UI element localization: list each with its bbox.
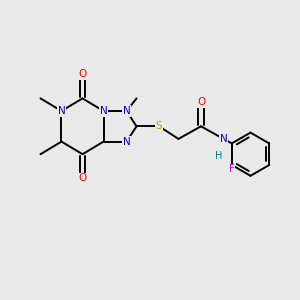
Text: H: H [215,151,222,161]
Text: N: N [220,134,227,144]
Text: N: N [123,106,130,116]
Text: O: O [78,173,87,183]
Text: S: S [156,121,162,131]
Text: O: O [78,69,87,80]
Text: N: N [123,136,130,147]
Text: O: O [197,97,205,107]
Text: N: N [100,106,107,116]
Text: F: F [229,164,235,175]
Text: N: N [58,106,65,116]
